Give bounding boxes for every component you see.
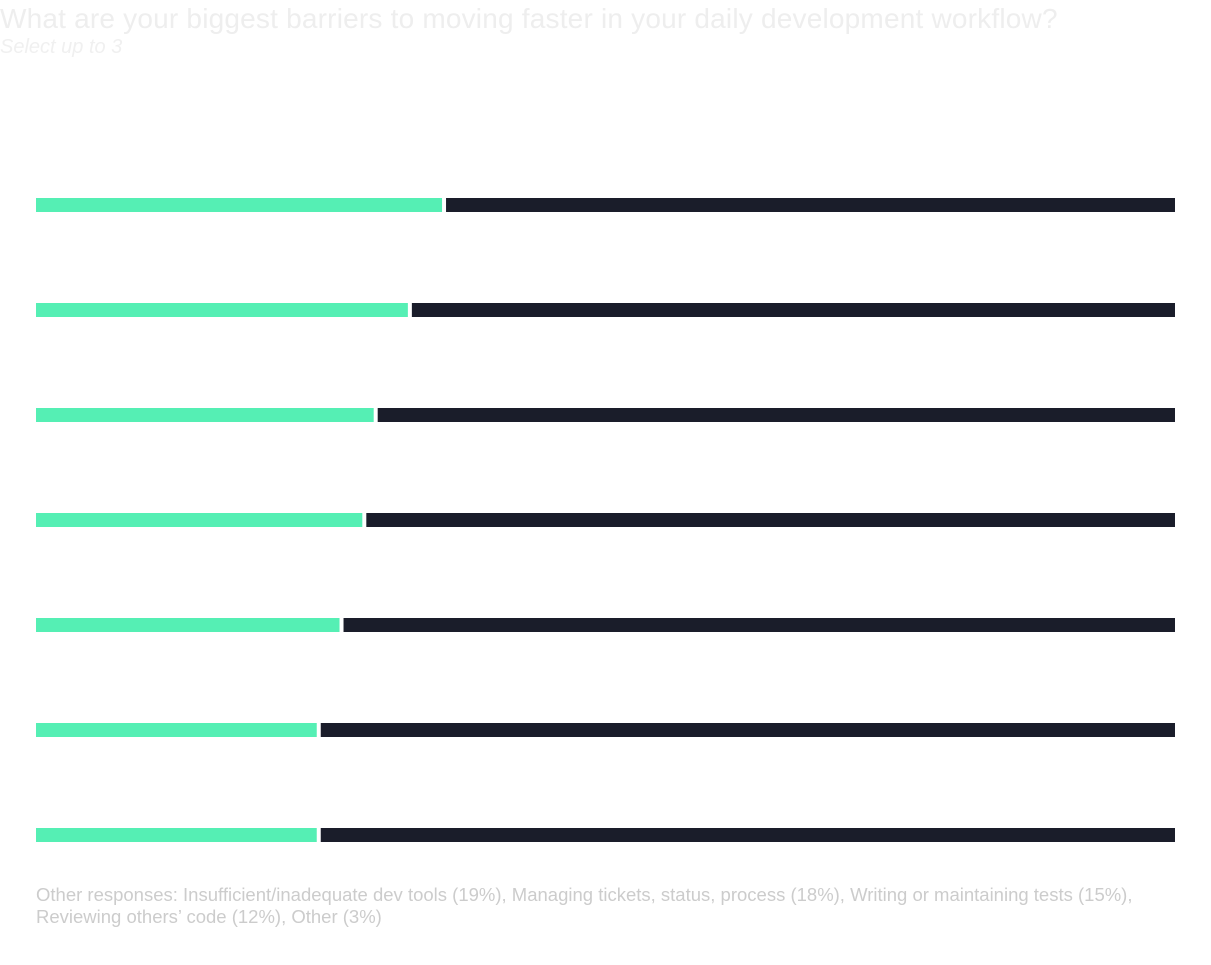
bar-share-3 [36,408,374,422]
bar-share-1 [36,198,443,212]
chart-title: What are your biggest barriers to moving… [0,3,1058,34]
bar-remainder-6 [320,723,1175,737]
bar-share-2 [36,303,408,317]
bar-remainder-3 [377,408,1175,422]
bar-remainder-4 [366,513,1175,527]
chart-footnote: Other responses: Insufficient/inadequate… [36,884,1133,927]
bar-share-4 [36,513,363,527]
chart-subtitle: Select up to 3 [0,36,123,58]
bar-remainder-5 [343,618,1175,632]
bar-remainder-7 [320,828,1175,842]
bar-remainder-2 [411,303,1175,317]
bar-share-7 [36,828,317,842]
bar-share-6 [36,723,317,737]
bar-share-5 [36,618,340,632]
bar-remainder-1 [446,198,1175,212]
